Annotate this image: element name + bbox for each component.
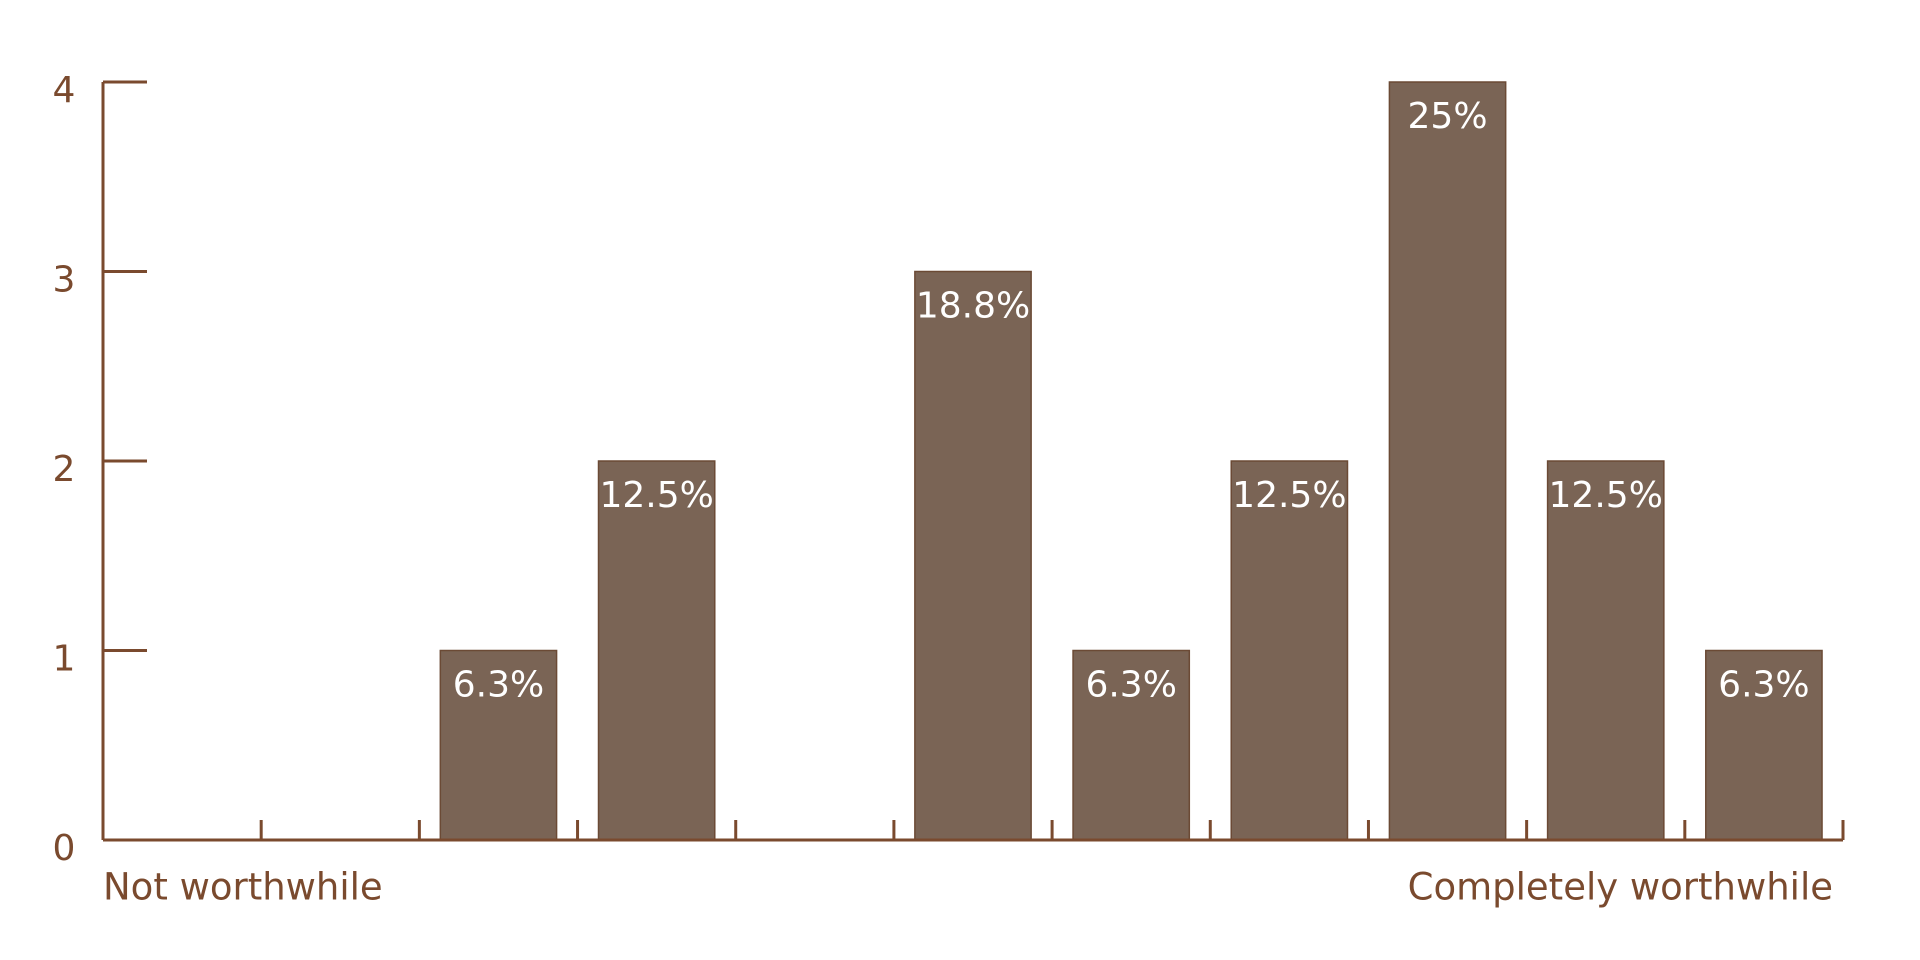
x-label-right: Completely worthwhile — [1408, 866, 1833, 909]
value-label: 12.5% — [1232, 475, 1346, 516]
y-tick-label: 4 — [53, 70, 76, 111]
bar — [1072, 649, 1191, 841]
x-label-left: Not worthwhile — [103, 866, 383, 909]
y-tick-label: 1 — [53, 639, 76, 680]
bar — [914, 270, 1032, 841]
y-tick-label: 0 — [53, 828, 76, 869]
bar — [439, 649, 558, 841]
value-label: 12.5% — [1549, 475, 1663, 516]
value-label: 6.3% — [1718, 665, 1809, 706]
bar — [1705, 649, 1823, 841]
bar — [597, 460, 716, 841]
bar — [1230, 460, 1349, 841]
value-label: 6.3% — [1085, 665, 1176, 706]
y-tick-label: 2 — [53, 449, 76, 490]
bar — [1546, 460, 1665, 841]
value-label: 12.5% — [599, 475, 713, 516]
value-label: 25% — [1408, 96, 1488, 137]
y-tick-label: 3 — [53, 260, 76, 301]
value-label: 6.3% — [453, 665, 544, 706]
bar — [1388, 81, 1507, 841]
value-label: 18.8% — [916, 286, 1030, 327]
